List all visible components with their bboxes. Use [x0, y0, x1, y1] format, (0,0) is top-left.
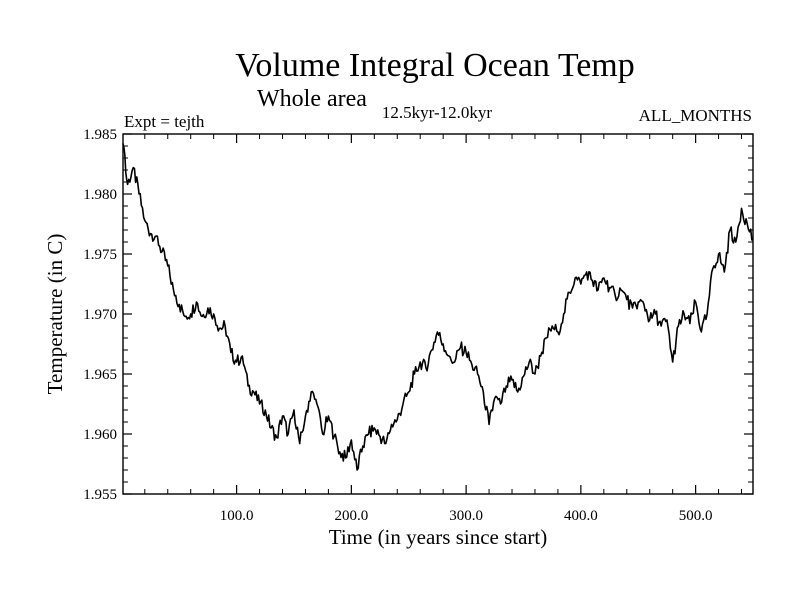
- y-tick-label: 1.985: [83, 127, 117, 143]
- chart-subtitle: Whole area: [257, 86, 367, 112]
- y-axis: 1.955 1.960 1.965 1.970 1.975 1.980 1.985: [83, 127, 753, 503]
- months-label: ALL_MONTHS: [639, 106, 752, 125]
- x-axis: 100.0 200.0 300.0 400.0 500.0: [144, 134, 743, 524]
- plot-frame: [122, 133, 754, 495]
- series-layer: [122, 143, 754, 471]
- series-line-tejth: [122, 143, 754, 471]
- expt-label: Expt = tejth: [124, 112, 205, 131]
- y-tick-label: 1.955: [83, 487, 117, 503]
- chart-title: Volume Integral Ocean Temp: [235, 47, 635, 84]
- y-axis-title: Temperature (in C): [43, 234, 67, 395]
- period-label: 12.5kyr-12.0kyr: [382, 103, 492, 122]
- x-tick-label: 400.0: [564, 508, 598, 524]
- x-tick-label: 500.0: [679, 508, 713, 524]
- x-tick-label: 200.0: [334, 508, 368, 524]
- y-tick-label: 1.960: [83, 427, 117, 443]
- x-tick-label: 300.0: [449, 508, 483, 524]
- y-tick-label: 1.975: [83, 247, 117, 263]
- y-tick-label: 1.970: [83, 307, 117, 323]
- x-axis-title: Time (in years since start): [329, 525, 548, 549]
- y-tick-label: 1.980: [83, 187, 117, 203]
- y-tick-label: 1.965: [83, 367, 117, 383]
- x-tick-label: 100.0: [220, 508, 254, 524]
